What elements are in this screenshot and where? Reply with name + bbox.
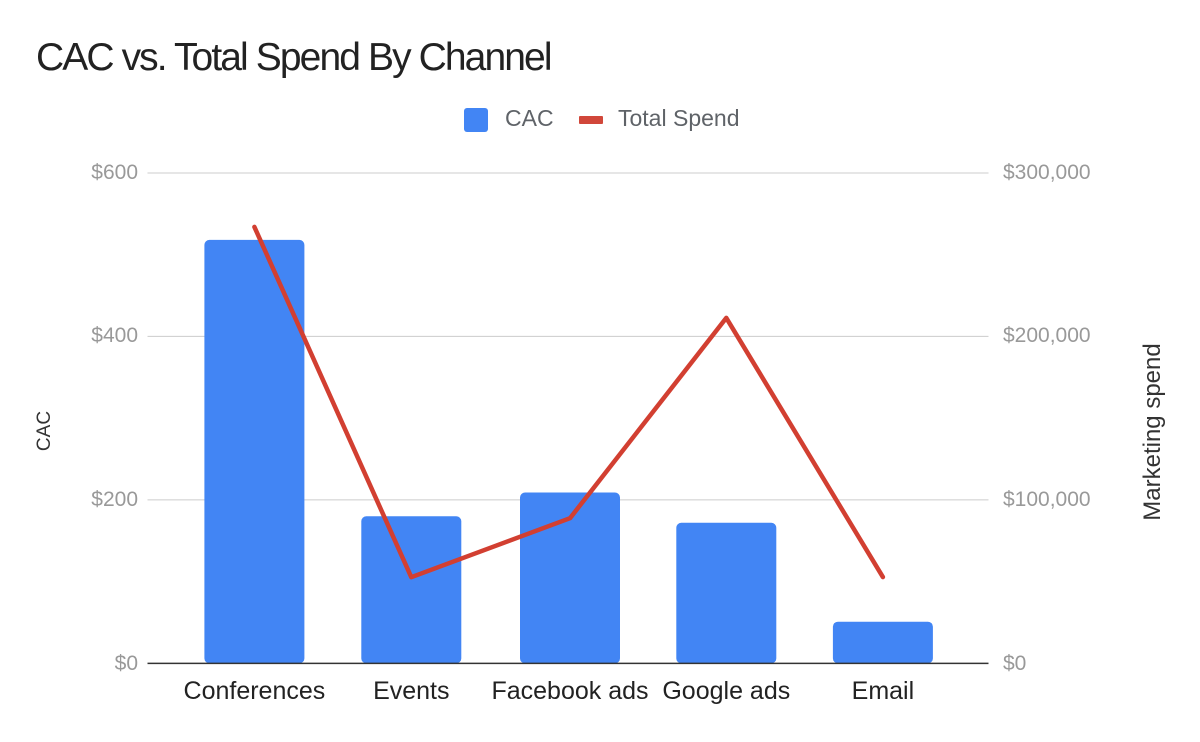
- svg-text:Google ads: Google ads: [662, 677, 790, 705]
- svg-text:$300,000: $300,000: [1003, 161, 1091, 184]
- svg-text:Email: Email: [852, 677, 915, 705]
- svg-text:$0: $0: [115, 652, 138, 675]
- svg-text:$0: $0: [1003, 652, 1026, 675]
- svg-text:Marketing spend: Marketing spend: [1139, 343, 1166, 520]
- svg-text:CAC: CAC: [34, 411, 55, 451]
- svg-text:$200,000: $200,000: [1003, 324, 1091, 347]
- svg-text:Conferences: Conferences: [184, 677, 326, 705]
- svg-text:Events: Events: [373, 677, 449, 705]
- svg-text:Facebook ads: Facebook ads: [491, 677, 648, 705]
- svg-text:$400: $400: [91, 324, 138, 347]
- svg-text:$200: $200: [91, 488, 138, 511]
- svg-text:$100,000: $100,000: [1003, 488, 1091, 511]
- svg-text:$600: $600: [91, 161, 138, 184]
